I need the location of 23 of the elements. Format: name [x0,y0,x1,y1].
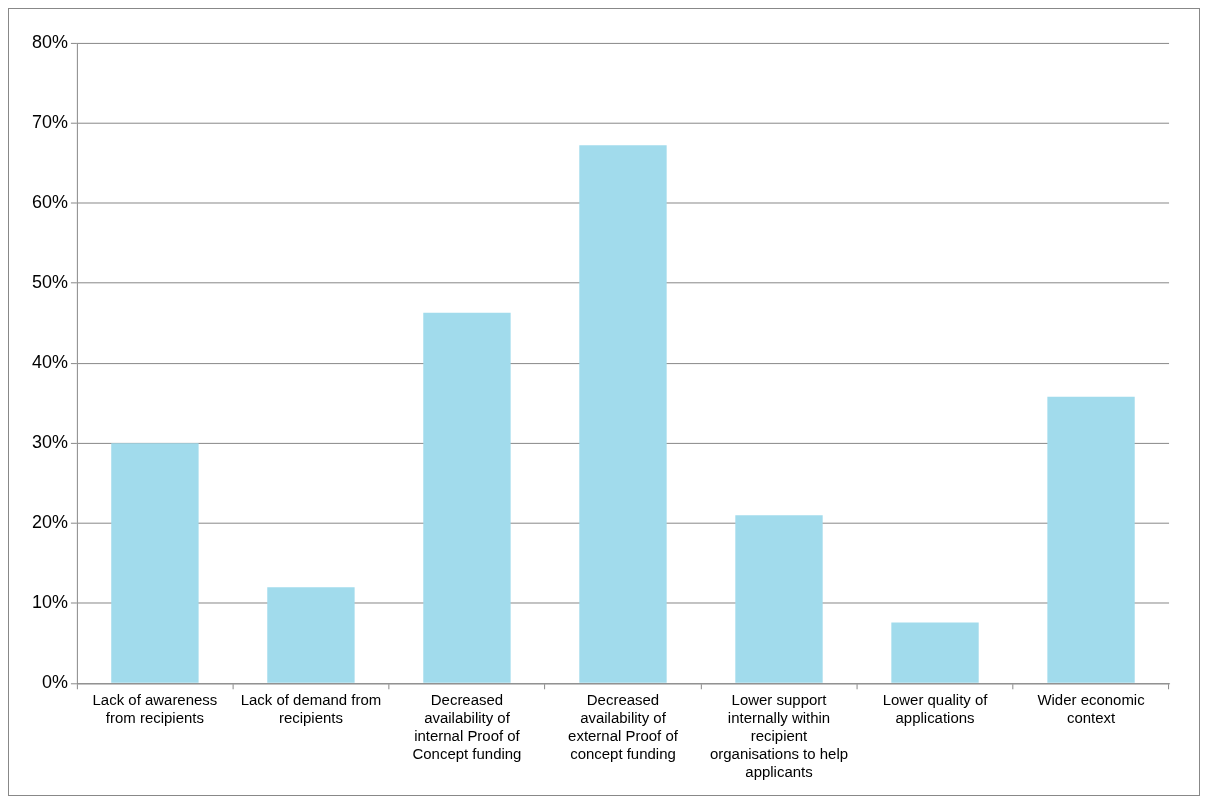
bar [579,145,667,683]
x-tick-label: Decreased availability of external Proof of concept funding [568,691,679,763]
y-tick-label: 40% [31,352,68,373]
y-tick-label: 80% [31,31,68,52]
bar [735,515,823,683]
y-tick-label: 60% [31,191,68,212]
bar [111,443,199,683]
bar [1047,396,1135,683]
x-tick-label: Lack of demand from recipients [240,691,382,727]
x-tick-label: Lower support internally within recipient organisations to help applicants [709,691,849,781]
x-tick-label: Lower quality of applications [882,691,989,727]
y-tick-label: 50% [31,272,68,293]
bar [423,312,511,683]
bar [267,587,355,683]
x-tick-label: Decreased availability of internal Proof of Concept funding [412,691,522,763]
y-tick-label: 20% [31,512,68,533]
bar [891,622,979,683]
y-tick-label: 70% [31,111,68,132]
x-tick-label: Lack of awareness from recipients [92,691,218,727]
x-tick-label: Wider economic context [1037,691,1146,727]
y-tick-label: 30% [31,432,68,453]
y-tick-label: 0% [41,672,68,693]
y-tick-label: 10% [31,592,68,613]
